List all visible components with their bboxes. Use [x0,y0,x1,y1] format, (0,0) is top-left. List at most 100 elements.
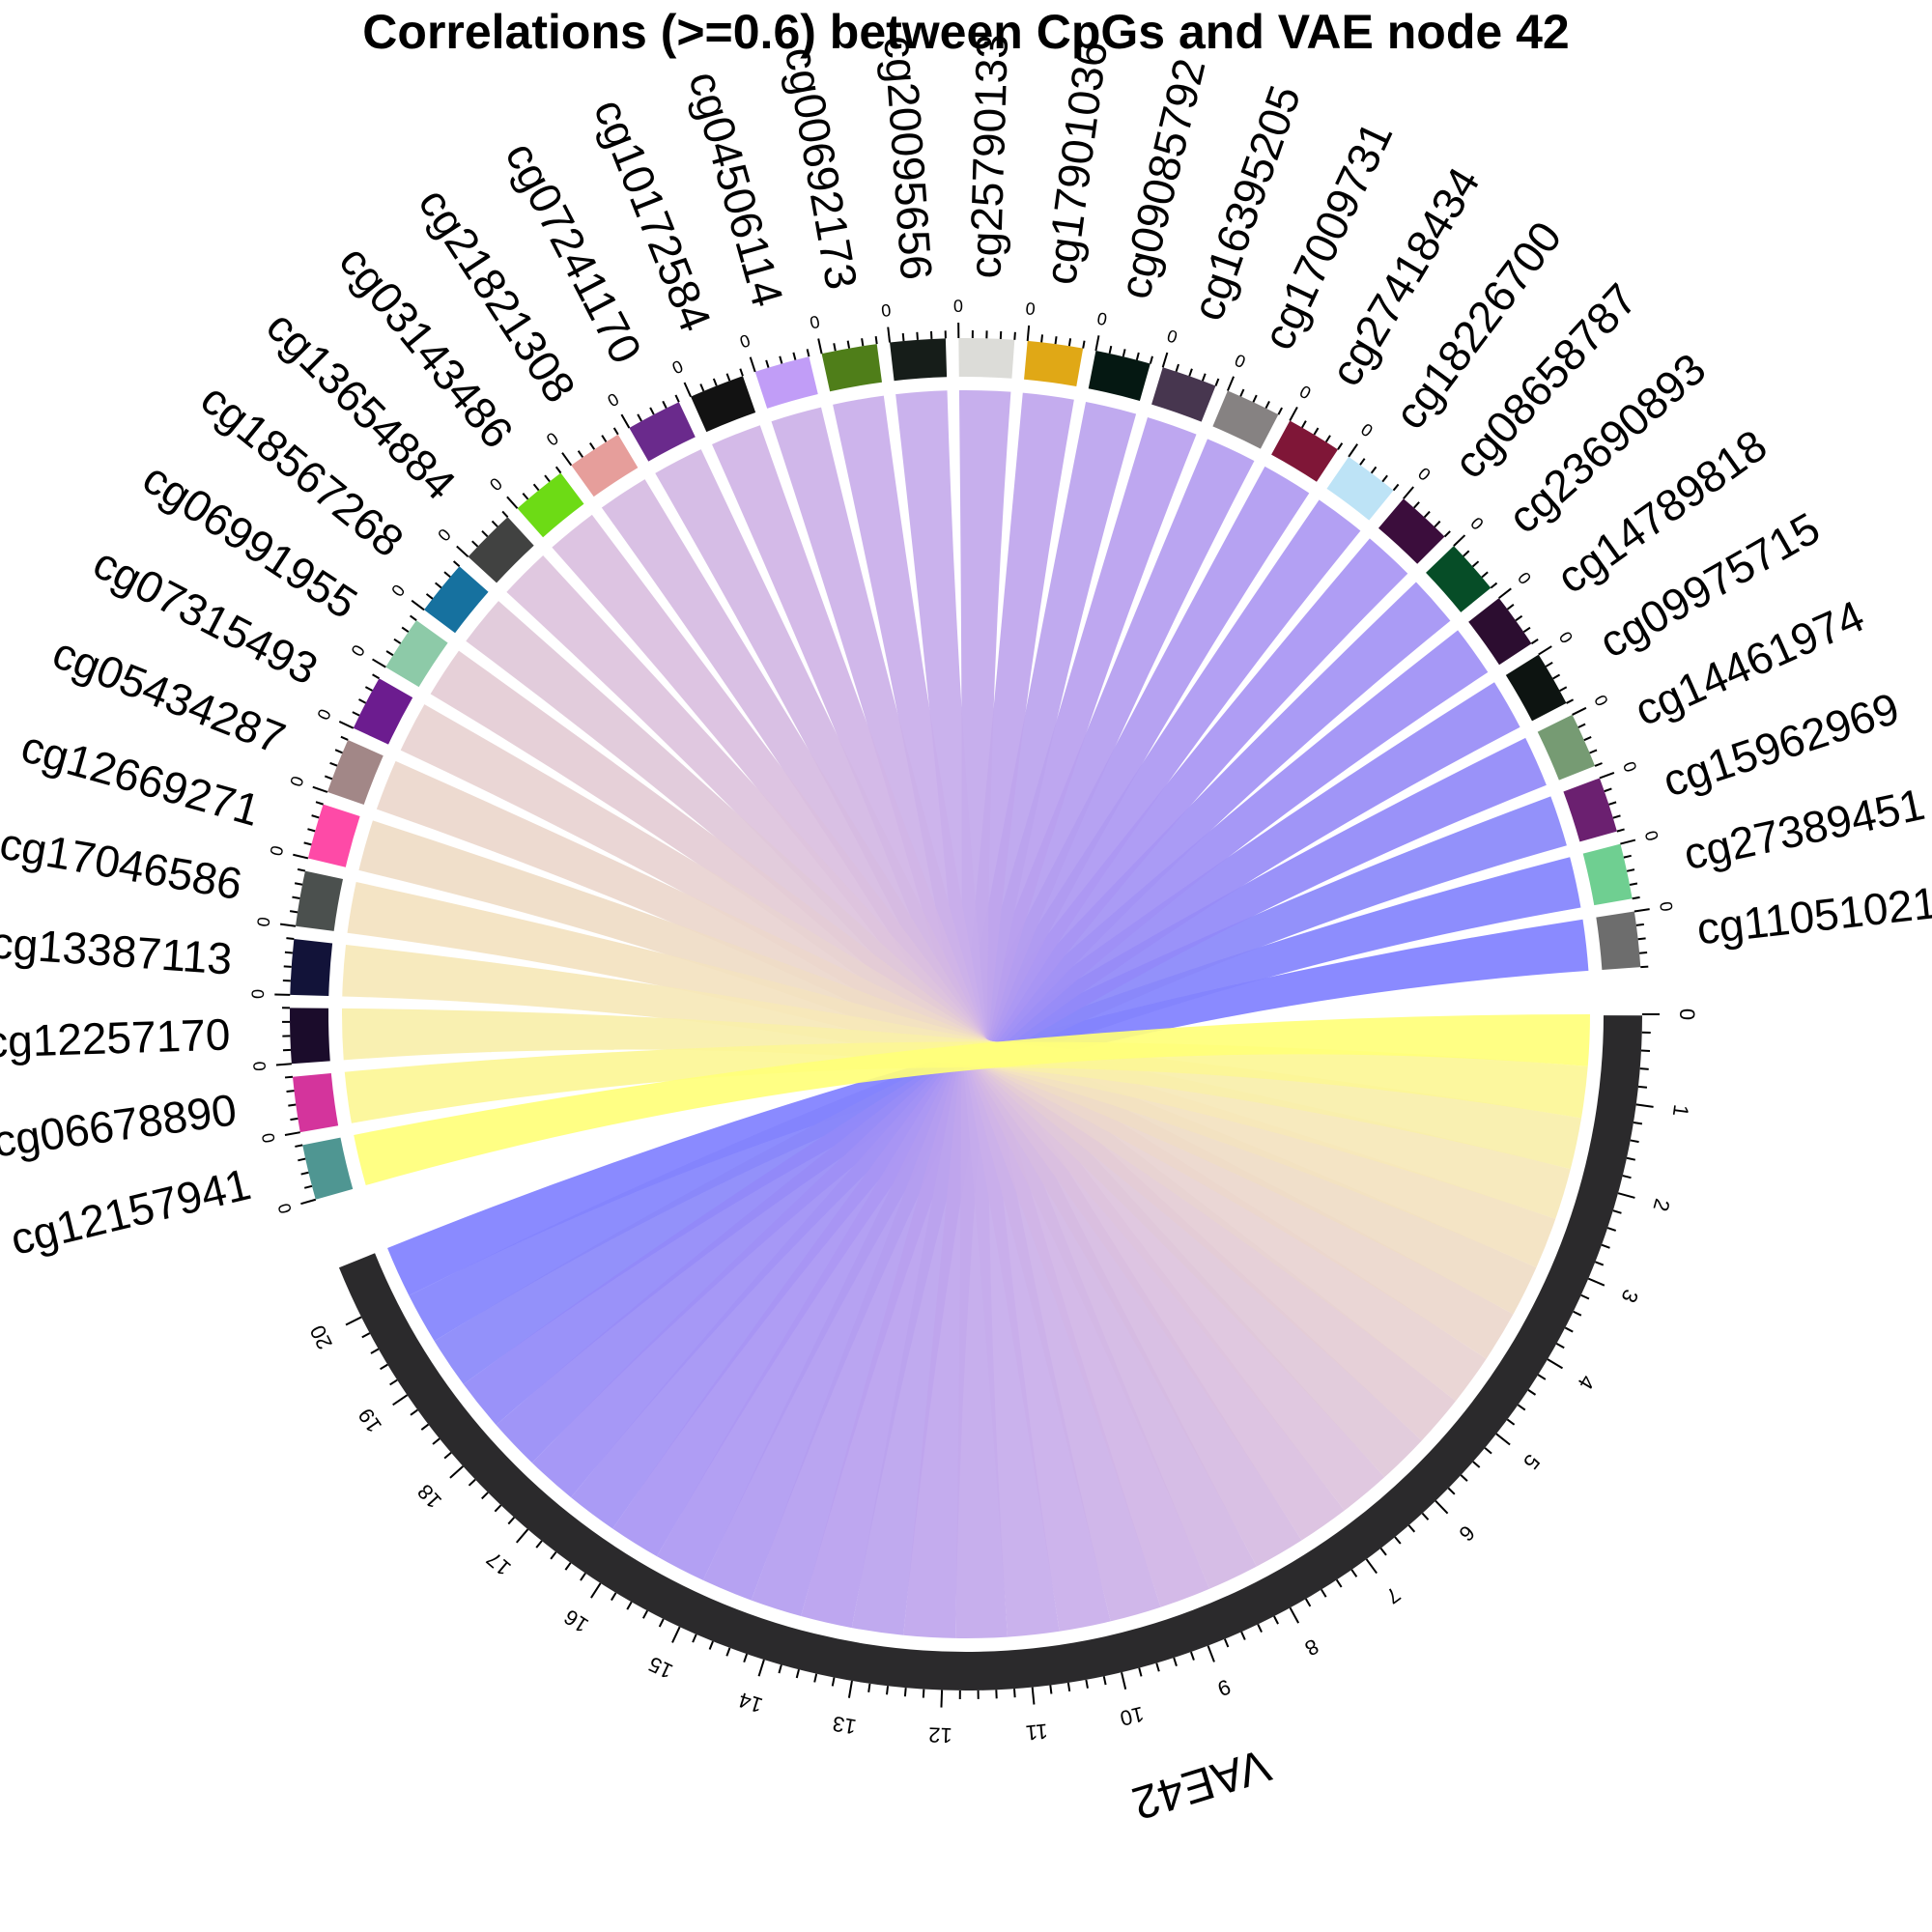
vae-tick [903,1688,907,1697]
vae-tick [1637,1085,1648,1089]
sector-tick [324,775,333,781]
sector-tick [712,378,718,386]
sector-tick [1566,698,1575,704]
sector-cg07315493 [353,678,413,745]
sector-cg18226700 [1326,456,1394,521]
sector-tick [1612,814,1621,819]
vae-tick [1573,1310,1582,1317]
vae-tick [1407,1524,1416,1533]
vae-tick [611,1592,617,1602]
vae-tick-label: 12 [928,1722,952,1747]
vae-tick [1601,1243,1610,1249]
vae-tick [1321,1588,1327,1598]
vae-tick-label: 5 [1519,1450,1545,1474]
sector-cg27389451 [1582,843,1633,906]
sector-tick-label: 0 [1641,829,1662,843]
vae-tick-label: 11 [1025,1719,1049,1746]
vae-tick [1435,1500,1449,1515]
sector-tick-label: 0 [286,774,307,789]
vae-tick [1595,1261,1605,1266]
sector-tick [612,427,619,436]
sector-tick [1640,965,1649,969]
sector-tick [284,1131,300,1136]
sector-tick-label: 0 [249,1061,270,1071]
sector-tick [1434,520,1441,528]
sector-tick [1538,645,1552,656]
sector-tick-label: 0 [313,706,334,724]
sector-tick [393,638,402,644]
chart-title: Correlations (>=0.6) between CpGs and VA… [362,5,1569,59]
vae-tick [1506,1418,1516,1426]
link-cg06991955 [430,650,1456,1441]
vae-tick [370,1348,380,1354]
sector-tick-label: 0 [880,300,892,321]
sector-tick-label: 0 [1232,351,1248,372]
sector-tick [1604,787,1612,793]
sector-tick [1201,373,1207,382]
vae-tick [345,1316,362,1326]
vae-tick-label: 19 [354,1404,386,1436]
vae-tick [1639,1067,1649,1070]
vae-tick [658,1618,665,1628]
sector-tick [452,560,461,568]
sector-cg16395205 [1151,367,1216,422]
sector-tick [303,1184,313,1189]
vae-tick [692,1634,697,1643]
links-layer [342,390,1590,1638]
vae-tick [449,1465,464,1479]
vae-tick [481,1492,489,1500]
sector-tick [290,1117,298,1122]
link-cg17046586 [347,882,1556,1268]
sector-tick-label: 0 [258,1131,278,1144]
sector-tick [1301,420,1307,429]
sector-tick [739,368,744,377]
sector-cg06991955 [385,620,448,688]
sector-label-cg11051021: cg11051021 [1694,877,1932,953]
sector-tick [358,698,367,704]
sector-tick [833,343,837,352]
sector-tick [288,1103,297,1107]
sector-tick-label: 0 [737,330,753,352]
sector-tick-label: 0 [1656,900,1676,913]
sector-tick [1583,736,1592,742]
link-cg13387113 [342,945,1571,1219]
sector-tick [471,540,479,548]
vae-tick [1350,1569,1358,1577]
vae-tick [1635,1103,1654,1108]
sector-tick [874,336,878,345]
sector-tick-label: 0 [1414,464,1435,485]
vae-tick-label: 6 [1454,1520,1479,1546]
sector-cg27418434 [1271,420,1338,482]
sector-tick [1149,355,1153,364]
sector-tick [589,441,596,450]
link-cg14461974 [463,737,1547,1426]
vae-tick [886,1686,890,1695]
sector-tick [1463,550,1470,557]
sector-tick [300,1171,309,1176]
sector-cg23690893 [1426,546,1492,612]
vae-tick [1138,1667,1143,1677]
link-cg15962969 [434,796,1567,1385]
sector-tick [340,735,349,741]
sector-tick [298,1157,306,1162]
vae-tick [922,1689,925,1698]
ticks-layer: 0123456789101112131415161718192000000000… [248,297,1699,1747]
sector-cg00692173 [821,344,882,392]
sector-tick [1175,363,1179,372]
vae-tick-label: 4 [1573,1371,1600,1393]
vae-tick [1066,1682,1071,1691]
sector-tick [443,571,451,579]
sector-tick [1490,582,1498,589]
sector-tick-label: 0 [1095,309,1109,330]
sector-tick-label: 0 [1025,298,1037,319]
link-cg09975715 [496,682,1520,1463]
sector-tick [294,882,303,886]
sector-tick [1348,443,1358,458]
sector-tick [1392,483,1400,492]
sector-tick [1135,352,1140,360]
sector-tick [283,965,292,968]
sector-tick-label: 0 [1555,628,1577,646]
sector-tick [1552,673,1561,680]
